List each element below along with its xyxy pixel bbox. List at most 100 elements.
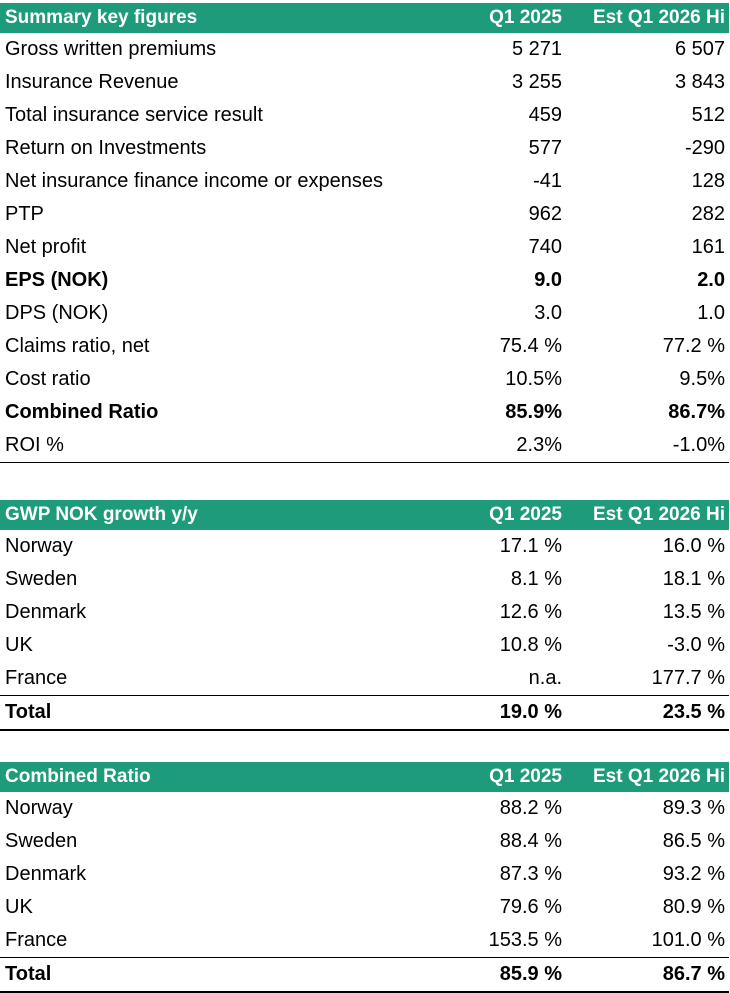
table-row: Norway 88.2 % 89.3 % [0,792,729,825]
row-value-est-q1-2026: 1.0 [697,302,725,324]
summary-title: Summary key figures [5,7,198,28]
gwp-title: GWP NOK growth y/y [5,504,198,525]
row-value-q1-2025: 88.4 % [499,830,562,852]
row-value-est-q1-2026: 13.5 % [662,601,725,623]
row-value-q1-2025: 10.8 % [499,634,562,656]
table-row: Norway 17.1 % 16.0 % [0,530,729,563]
combined-total-q1: 85.9 % [499,963,562,985]
table-row: PTP 962 282 [0,198,729,231]
combined-header-row: Combined Ratio Q1 2025 Est Q1 2026 Hi [0,762,729,792]
table-row: Cost ratio 10.5% 9.5% [0,363,729,396]
row-label: Sweden [5,830,78,852]
gwp-col-q1-2025: Q1 2025 [489,504,562,525]
table-row: Combined Ratio 85.9% 86.7% [0,396,729,429]
row-value-est-q1-2026: -290 [684,137,725,159]
row-value-est-q1-2026: 86.7% [668,401,725,423]
row-label: Gross written premiums [5,38,217,60]
row-label: France [5,929,68,951]
row-label: Combined Ratio [5,401,159,423]
row-value-q1-2025: 9.0 [534,269,562,291]
row-value-est-q1-2026: -1.0% [672,434,725,456]
table-row: France 153.5 % 101.0 % [0,924,729,957]
row-value-est-q1-2026: 93.2 % [662,863,725,885]
row-value-q1-2025: 2.3% [516,434,562,456]
summary-table: Summary key figures Q1 2025 Est Q1 2026 … [0,3,729,463]
row-value-q1-2025: 459 [528,104,562,126]
row-label: Cost ratio [5,368,91,390]
table-row: Insurance Revenue 3 255 3 843 [0,66,729,99]
row-value-q1-2025: -41 [533,170,562,192]
row-value-q1-2025: 12.6 % [499,601,562,623]
row-label: EPS (NOK) [5,269,109,291]
row-label: Return on Investments [5,137,207,159]
row-value-q1-2025: 10.5% [505,368,562,390]
row-value-est-q1-2026: 80.9 % [662,896,725,918]
combined-col-est-q1-2026: Est Q1 2026 Hi [592,766,725,787]
row-value-q1-2025: n.a. [528,667,562,689]
row-value-q1-2025: 3.0 [534,302,562,324]
summary-col-q1-2025: Q1 2025 [489,7,562,28]
table-row: UK 10.8 % -3.0 % [0,629,729,662]
row-value-est-q1-2026: 86.5 % [662,830,725,852]
combined-ratio-table: Combined Ratio Q1 2025 Est Q1 2026 Hi No… [0,762,729,993]
row-label: UK [5,896,33,918]
row-value-q1-2025: 962 [528,203,562,225]
row-value-est-q1-2026: 177.7 % [651,667,725,689]
row-label: Norway [5,797,73,819]
combined-title: Combined Ratio [5,766,151,787]
row-label: ROI % [5,434,64,456]
row-value-q1-2025: 5 271 [511,38,562,60]
row-label: Claims ratio, net [5,335,150,357]
row-label: PTP [5,203,44,225]
row-value-est-q1-2026: 9.5% [679,368,725,390]
gwp-growth-table: GWP NOK growth y/y Q1 2025 Est Q1 2026 H… [0,500,729,731]
combined-col-q1-2025: Q1 2025 [489,766,562,787]
row-label: Insurance Revenue [5,71,179,93]
gwp-total-label: Total [5,701,52,723]
row-value-q1-2025: 79.6 % [499,896,562,918]
row-value-est-q1-2026: 89.3 % [662,797,725,819]
row-value-q1-2025: 75.4 % [499,335,562,357]
row-value-est-q1-2026: 18.1 % [662,568,725,590]
summary-header-row: Summary key figures Q1 2025 Est Q1 2026 … [0,3,729,33]
combined-total-est: 86.7 % [662,963,725,985]
summary-col-est-q1-2026: Est Q1 2026 Hi [592,7,725,28]
table-row: Net profit 740 161 [0,231,729,264]
row-value-est-q1-2026: 282 [691,203,725,225]
combined-total-label: Total [5,963,52,985]
gwp-total-row: Total 19.0 % 23.5 % [0,695,729,731]
row-value-est-q1-2026: 512 [691,104,725,126]
row-value-q1-2025: 740 [528,236,562,258]
row-label: Net insurance finance income or expenses [5,170,383,192]
row-label: Denmark [5,601,87,623]
row-value-q1-2025: 3 255 [511,71,562,93]
row-value-q1-2025: 87.3 % [499,863,562,885]
table-row: France n.a. 177.7 % [0,662,729,695]
row-value-est-q1-2026: -3.0 % [667,634,725,656]
row-label: France [5,667,68,689]
row-value-est-q1-2026: 16.0 % [662,535,725,557]
table-row: Gross written premiums 5 271 6 507 [0,33,729,66]
table-row: ROI % 2.3% -1.0% [0,429,729,462]
table-row: DPS (NOK) 3.0 1.0 [0,297,729,330]
gwp-total-est: 23.5 % [662,701,725,723]
row-value-q1-2025: 8.1 % [510,568,562,590]
gwp-header-row: GWP NOK growth y/y Q1 2025 Est Q1 2026 H… [0,500,729,530]
table-row: Sweden 88.4 % 86.5 % [0,825,729,858]
table-row: Net insurance finance income or expenses… [0,165,729,198]
row-value-est-q1-2026: 6 507 [674,38,725,60]
combined-total-row: Total 85.9 % 86.7 % [0,957,729,993]
row-label: Sweden [5,568,78,590]
row-value-q1-2025: 17.1 % [499,535,562,557]
combined-rows: Norway 88.2 % 89.3 % Sweden 88.4 % 86.5 % Denm… [0,792,729,957]
row-value-est-q1-2026: 3 843 [674,71,725,93]
row-value-est-q1-2026: 77.2 % [662,335,725,357]
row-label: Denmark [5,863,87,885]
row-label: Norway [5,535,73,557]
gwp-rows: Norway 17.1 % 16.0 % Sweden 8.1 % 18.1 % Denma… [0,530,729,695]
row-value-q1-2025: 577 [528,137,562,159]
row-value-q1-2025: 153.5 % [488,929,562,951]
row-label: Total insurance service result [5,104,263,126]
row-label: Net profit [5,236,87,258]
table-row: UK 79.6 % 80.9 % [0,891,729,924]
